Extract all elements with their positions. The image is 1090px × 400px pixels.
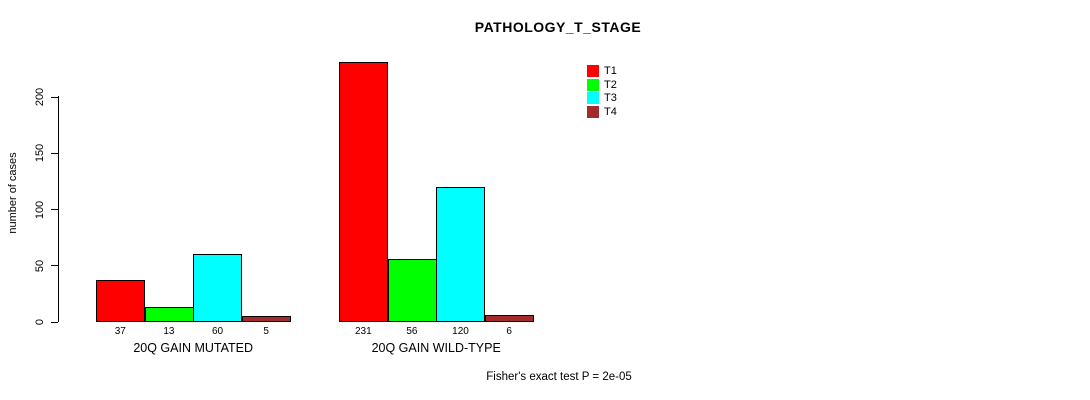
bar-t1-group2 bbox=[339, 62, 388, 322]
legend-item-t2: T2 bbox=[587, 78, 617, 92]
y-tick-label: 50 bbox=[34, 259, 46, 272]
bar-t4-group1 bbox=[242, 316, 291, 322]
y-tick bbox=[51, 209, 58, 210]
bar-t2-group1 bbox=[145, 307, 194, 322]
category-label: 20Q GAIN WILD-TYPE bbox=[371, 341, 501, 355]
bar-value-label: 120 bbox=[452, 326, 469, 337]
bar-t2-group2 bbox=[388, 259, 437, 322]
legend-swatch bbox=[587, 64, 599, 77]
y-tick-label: 150 bbox=[34, 144, 46, 163]
y-tick bbox=[51, 152, 58, 154]
footer-note: Fisher's exact test P = 2e-05 bbox=[486, 371, 632, 383]
bar-value-label: 6 bbox=[506, 326, 512, 337]
bar-value-label: 60 bbox=[211, 326, 224, 337]
bar-t1-group1 bbox=[96, 280, 145, 322]
y-tick bbox=[51, 96, 58, 98]
category-label: 20Q GAIN MUTATED bbox=[133, 341, 254, 355]
y-tick bbox=[51, 321, 58, 323]
bar-t3-group1 bbox=[193, 254, 242, 322]
chart-title: PATHOLOGY_T_STAGE bbox=[474, 19, 642, 35]
legend-swatch bbox=[587, 92, 599, 105]
y-axis-label: number of cases bbox=[7, 152, 19, 234]
bar-t4-group2 bbox=[485, 315, 534, 322]
bar-value-label: 37 bbox=[114, 326, 126, 337]
legend: T1 T2 T3 T4 bbox=[587, 64, 617, 119]
y-tick-label: 100 bbox=[34, 200, 46, 219]
legend-item-t4: T4 bbox=[587, 105, 617, 119]
legend-label: T2 bbox=[604, 78, 617, 91]
legend-item-t1: T1 bbox=[587, 64, 617, 78]
legend-label: T3 bbox=[604, 92, 617, 105]
legend-swatch bbox=[587, 106, 599, 119]
legend-label: T4 bbox=[604, 106, 617, 119]
legend-swatch bbox=[587, 78, 599, 91]
y-axis-line bbox=[58, 96, 59, 322]
y-tick bbox=[51, 265, 58, 267]
y-tick-label: 0 bbox=[34, 318, 46, 326]
legend-item-t3: T3 bbox=[587, 92, 617, 106]
y-tick-label: 200 bbox=[34, 87, 46, 107]
bar-value-label: 5 bbox=[263, 326, 269, 337]
bar-t3-group2 bbox=[436, 187, 485, 322]
legend-label: T1 bbox=[604, 64, 617, 77]
bar-value-label: 56 bbox=[406, 326, 418, 337]
bar-value-label: 231 bbox=[354, 326, 372, 337]
bar-value-label: 13 bbox=[163, 326, 175, 337]
